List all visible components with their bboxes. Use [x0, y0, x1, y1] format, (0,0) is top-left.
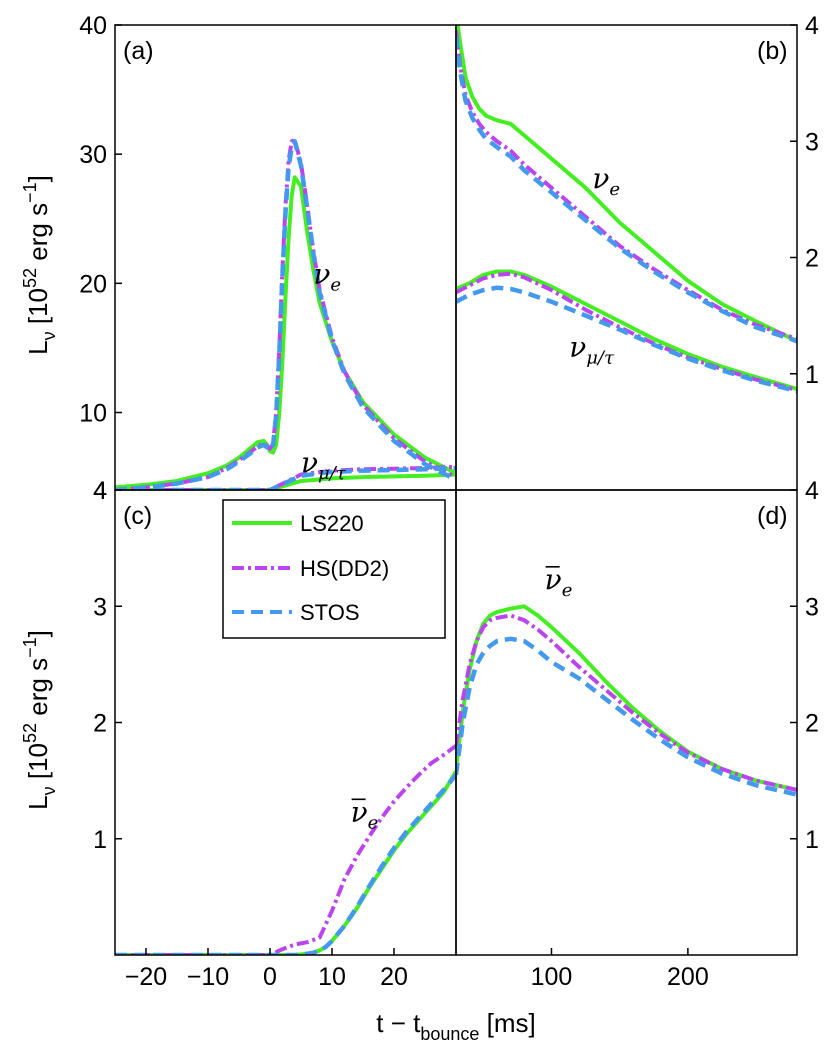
series-line-b-ls220-0: [456, 25, 797, 344]
series-line-b-stos-5: [456, 285, 797, 394]
x-tick-label-d-200: 200: [667, 963, 709, 991]
y-tick-label-c-3: 3: [93, 593, 107, 621]
annotation-c-0: νe: [351, 795, 379, 833]
series-line-b-stos-4: [456, 36, 797, 344]
series-line-b-hsdd2-2: [456, 30, 797, 341]
legend-label-ls220: LS220: [300, 511, 364, 536]
y-tick-label-d-2: 2: [805, 710, 819, 738]
y-tick-label-b-3: 3: [805, 128, 819, 156]
y-tick-label-a-10: 10: [79, 400, 107, 428]
y-tick-label-c-1: 1: [93, 826, 107, 854]
y-tick-label-d-1: 1: [805, 826, 819, 854]
series-line-d-stos-2: [456, 636, 797, 797]
x-tick-label-d-100: 100: [531, 963, 573, 991]
series-group-b: [456, 25, 797, 394]
x-tick-label-c-10: 10: [318, 963, 346, 991]
y-tick-label-c-4: 4: [93, 477, 107, 505]
y-tick-label-a-4: 4: [93, 477, 107, 505]
series-line-c-hsdd2-1: [115, 744, 456, 955]
annotation-a-1: νμ/τ: [301, 446, 347, 484]
panel-label-b: (b): [757, 37, 788, 65]
series-line-a-stos-4: [115, 139, 456, 490]
y-tick-label-d-4: 4: [805, 477, 819, 505]
legend-label-hsdd2: HS(DD2): [300, 556, 389, 581]
x-axis-label: t − tbounce [ms]: [376, 1008, 535, 1044]
series-group-a: [115, 138, 456, 490]
legend: LS220 HS(DD2) STOS: [222, 499, 446, 639]
annotation-d-0: νe: [545, 563, 573, 601]
y-axis-label-bottom: Lν [1052 erg s−1]: [20, 630, 59, 810]
panel-label-c: (c): [123, 502, 152, 530]
series-line-d-hsdd2-1: [456, 613, 797, 792]
x-tick-label-c-−20: −20: [125, 963, 167, 991]
panel-label-a: (a): [123, 37, 154, 65]
panel-d: 1 2 3 4 100 200 (d) νe: [455, 477, 819, 991]
series-line-a-stos-5: [115, 465, 456, 490]
series-group-d: [456, 604, 797, 797]
y-tick-label-b-1: 1: [805, 361, 819, 389]
annotation-a-0: νe: [313, 257, 341, 295]
y-tick-label-b-4: 4: [805, 12, 819, 40]
y-tick-label-b-2: 2: [805, 245, 819, 273]
y-tick-label-d-3: 3: [805, 593, 819, 621]
y-tick-label-c-2: 2: [93, 710, 107, 738]
y-tick-label-a-40: 40: [79, 12, 107, 40]
x-tick-label-c-0: 0: [263, 963, 277, 991]
annotation-b-1: νμ/τ: [569, 330, 615, 368]
panel-b: 1 2 3 4 (b) νe νμ/τ: [455, 12, 819, 491]
legend-label-stos: STOS: [300, 600, 360, 625]
series-line-a-ls220-1: [115, 472, 456, 490]
y-tick-label-a-20: 20: [79, 270, 107, 298]
y-tick-label-a-30: 30: [79, 141, 107, 169]
panel-a: 4 10 20 30 40 (a) νe νμ/τ: [79, 12, 457, 505]
x-tick-label-c-20: 20: [380, 963, 408, 991]
series-line-c-stos-2: [115, 773, 456, 955]
x-tick-label-c-−10: −10: [187, 963, 229, 991]
panel-c: 1 2 3 4 −20 −10 0 10 20 (c) νe: [93, 477, 457, 991]
series-line-b-ls220-1: [456, 269, 797, 391]
panel-label-d: (d): [757, 502, 788, 530]
series-group-c: [115, 744, 456, 955]
annotation-b-0: νe: [592, 162, 620, 200]
series-line-a-hsdd2-3: [115, 464, 456, 490]
y-axis-label-top: Lν [1052 erg s−1]: [20, 175, 59, 355]
